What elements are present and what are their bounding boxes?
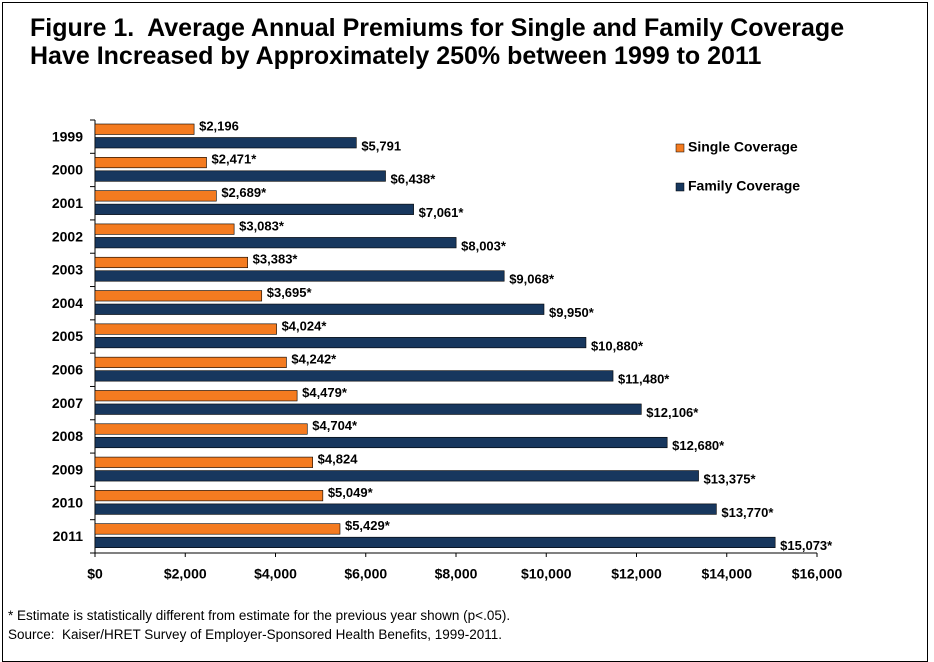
- legend-label: Family Coverage: [688, 178, 800, 194]
- value-label: $7,061*: [419, 205, 465, 220]
- bar: [94, 270, 505, 282]
- value-label: $5,791: [361, 138, 401, 153]
- y-tick-label: 2005: [52, 328, 83, 344]
- bar: [94, 456, 313, 468]
- value-label: $5,049*: [328, 485, 374, 500]
- y-tick-label: 2004: [52, 295, 83, 311]
- value-label: $12,680*: [672, 438, 725, 453]
- value-label: $15,073*: [780, 538, 833, 553]
- bar: [94, 503, 717, 515]
- bar: [94, 223, 235, 235]
- value-label: $4,824: [318, 452, 359, 467]
- value-label: $8,003*: [461, 238, 507, 253]
- y-tick-label: 2002: [52, 228, 83, 244]
- bar: [94, 157, 207, 169]
- value-label: $2,196: [199, 118, 239, 133]
- legend-swatch: [675, 182, 685, 192]
- bar: [94, 323, 277, 335]
- value-label: $11,480*: [618, 372, 670, 387]
- bar: [94, 436, 668, 449]
- value-label: $5,429*: [345, 518, 391, 533]
- value-label: $4,479*: [302, 385, 348, 400]
- legend-label: Single Coverage: [688, 139, 798, 155]
- y-tick-label: 2009: [52, 461, 83, 477]
- x-tick-label: $14,000: [701, 566, 752, 582]
- y-tick-label: 2011: [53, 528, 84, 544]
- value-label: $2,689*: [221, 185, 267, 200]
- y-tick-label: 2010: [52, 495, 83, 511]
- bar: [94, 203, 414, 215]
- value-label: $13,770*: [721, 505, 774, 520]
- source-note: Source: Kaiser/HRET Survey of Employer-S…: [8, 627, 503, 642]
- bar: [94, 303, 545, 315]
- value-label: $9,950*: [549, 305, 595, 320]
- y-tick-label: 1999: [52, 128, 83, 144]
- x-tick-label: $4,000: [254, 566, 297, 582]
- bar: [94, 423, 308, 435]
- chart: $0 $2,000 $4,000 $6,000 $8,000 $10,000 $12,000…: [52, 118, 843, 582]
- bar: [94, 523, 341, 535]
- bar: [94, 536, 776, 548]
- value-label: $6,438*: [391, 172, 437, 187]
- value-label: $13,375*: [704, 472, 757, 487]
- value-label: $3,083*: [239, 218, 285, 233]
- x-tick-label: $2,000: [164, 566, 207, 582]
- y-tick-label: 2008: [52, 428, 83, 444]
- chart-title: Figure 1. Average Annual Premiums for Si…: [30, 14, 852, 70]
- value-label: $4,704*: [312, 418, 358, 433]
- bar: [94, 370, 614, 382]
- bar: [94, 256, 248, 269]
- value-label: $4,024*: [282, 318, 328, 333]
- legend-swatch: [675, 143, 685, 153]
- bar: [94, 356, 287, 368]
- bar: [94, 470, 699, 482]
- value-label: $2,471*: [212, 152, 258, 167]
- bar: [94, 190, 217, 202]
- value-label: $3,695*: [267, 285, 313, 300]
- x-tick-label: $8,000: [435, 566, 478, 582]
- bar: [94, 290, 263, 302]
- bar: [94, 137, 357, 149]
- y-tick-label: 2007: [52, 395, 83, 411]
- value-label: $10,880*: [591, 338, 644, 353]
- value-label: $4,242*: [291, 352, 337, 367]
- x-tick-label: $0: [87, 566, 103, 582]
- bar: [94, 490, 324, 502]
- bar: [94, 123, 195, 135]
- x-tick-label: $12,000: [611, 566, 662, 582]
- y-tick-label: 2003: [52, 262, 83, 278]
- y-tick-label: 2001: [52, 195, 83, 211]
- y-tick-label: 2006: [52, 362, 83, 378]
- value-label: $3,383*: [253, 252, 299, 267]
- x-tick-label: $6,000: [344, 566, 387, 582]
- bar: [94, 170, 386, 182]
- bar: [94, 337, 587, 349]
- x-tick-label: $16,000: [792, 566, 843, 582]
- footnote: * Estimate is statistically different fr…: [8, 608, 511, 623]
- value-label: $9,068*: [509, 272, 555, 287]
- value-label: $12,106*: [646, 405, 699, 420]
- bar: [94, 403, 642, 415]
- bar: [94, 237, 457, 249]
- bar: [94, 390, 298, 402]
- x-tick-label: $10,000: [521, 566, 572, 582]
- y-tick-label: 2000: [52, 162, 83, 178]
